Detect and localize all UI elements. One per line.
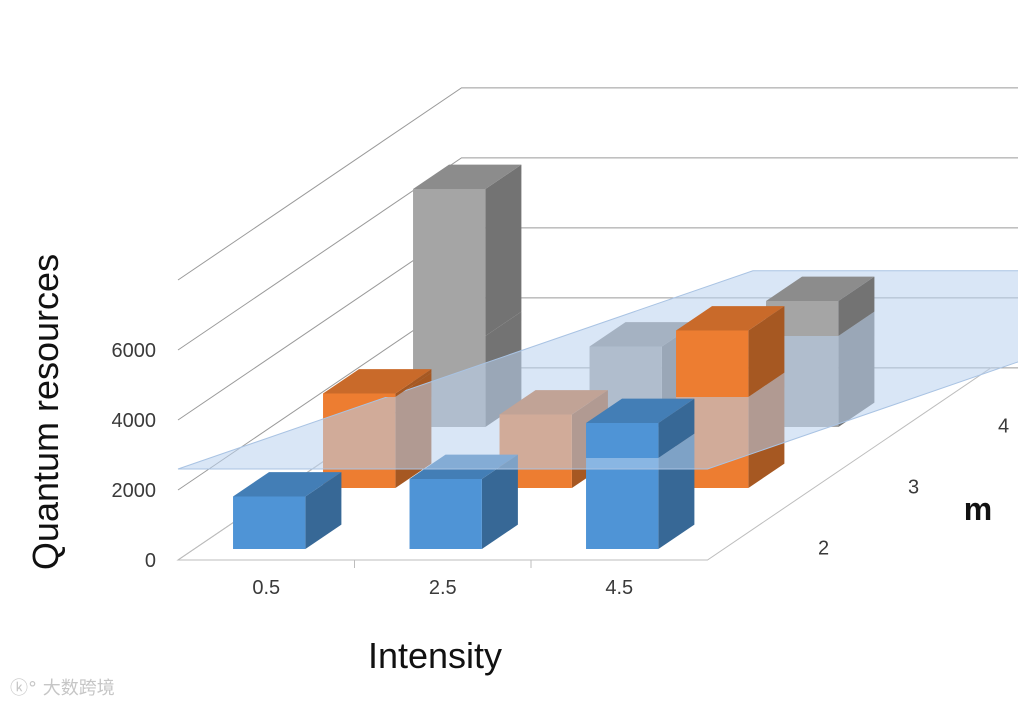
bar-side — [485, 164, 522, 337]
bar-segment — [586, 398, 695, 459]
bar-top — [766, 276, 875, 302]
watermark-logo-icon: ⓚ° — [10, 678, 37, 699]
gridline — [177, 157, 1018, 351]
bar-segment — [676, 306, 785, 398]
bar-side — [481, 454, 518, 550]
y-tick-label: 0 — [145, 550, 156, 572]
bar-front — [676, 330, 749, 398]
x-tick-label: 2.5 — [429, 577, 457, 599]
y-tick-label: 2000 — [112, 480, 157, 502]
z-tick-label: 2 — [818, 538, 829, 560]
z-axis-title: m — [964, 491, 992, 527]
bar-side — [305, 472, 342, 550]
bars-front-plane — [323, 164, 875, 459]
bar-front — [409, 479, 482, 550]
bar-top — [413, 164, 522, 190]
bar-segment — [323, 369, 432, 398]
bar-segment — [409, 454, 518, 550]
bar-front — [586, 458, 659, 550]
gridline — [177, 87, 1018, 281]
z-tick-label: 4 — [998, 416, 1009, 438]
bar-segment — [413, 164, 522, 337]
bar-top — [233, 472, 342, 497]
y-axis-title: Quantum resources — [25, 254, 66, 570]
bar-side — [658, 398, 695, 459]
bar-segment — [233, 472, 342, 550]
bar-side — [838, 276, 875, 337]
bar-top — [676, 306, 785, 331]
x-tick-label: 0.5 — [252, 577, 280, 599]
bar-front — [323, 393, 396, 398]
watermark: ⓚ° 大数跨境 — [10, 674, 115, 700]
bar-front — [413, 189, 486, 337]
bar-front — [586, 423, 659, 459]
axis-labels: 0 2000 4000 6000 0.5 2.5 4.5 2 3 4 — [112, 340, 1010, 599]
bar-side — [748, 306, 785, 398]
bar-top — [323, 369, 432, 394]
z-tick-label: 3 — [908, 477, 919, 499]
bar-side — [395, 369, 432, 398]
x-axis-title: Intensity — [368, 635, 502, 676]
watermark-text: 大数跨境 — [42, 678, 115, 699]
y-tick-label: 4000 — [112, 410, 157, 432]
bar-top — [586, 398, 695, 424]
y-tick-label: 6000 — [112, 340, 157, 362]
x-tick-label: 4.5 — [605, 577, 633, 599]
bar-front — [233, 496, 306, 550]
